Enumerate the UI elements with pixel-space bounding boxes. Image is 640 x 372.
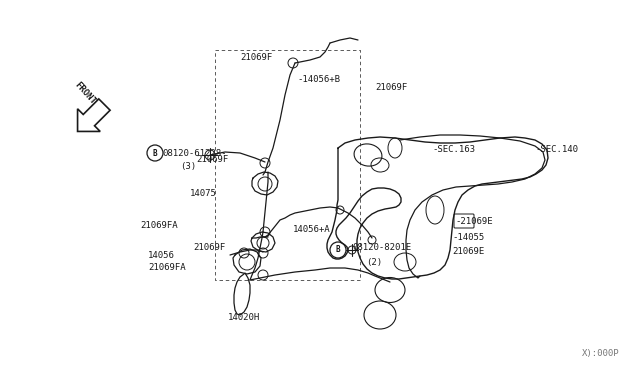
Text: (2): (2) xyxy=(366,257,382,266)
Text: 21069E: 21069E xyxy=(452,247,484,257)
Text: 21069F: 21069F xyxy=(375,83,407,93)
Text: -21069E: -21069E xyxy=(455,218,493,227)
Text: X):000P: X):000P xyxy=(582,349,620,358)
Text: 14020H: 14020H xyxy=(228,314,260,323)
Text: FRONT: FRONT xyxy=(73,80,97,106)
Text: 21069FA: 21069FA xyxy=(148,263,186,273)
Text: 21069F: 21069F xyxy=(196,155,228,164)
Text: 21069F: 21069F xyxy=(240,52,272,61)
Text: 08120-61228-: 08120-61228- xyxy=(162,148,227,157)
Text: 14075: 14075 xyxy=(190,189,217,198)
Text: -SEC.140: -SEC.140 xyxy=(535,145,578,154)
Text: -14056+B: -14056+B xyxy=(297,76,340,84)
Text: -14055: -14055 xyxy=(452,234,484,243)
Text: 08120-8201E: 08120-8201E xyxy=(352,244,411,253)
Circle shape xyxy=(147,145,163,161)
Text: -SEC.163: -SEC.163 xyxy=(432,145,475,154)
Text: 14056: 14056 xyxy=(148,251,175,260)
Circle shape xyxy=(330,242,346,258)
Text: 21069F: 21069F xyxy=(193,244,225,253)
Text: (3): (3) xyxy=(180,163,196,171)
Text: B: B xyxy=(153,148,157,157)
Text: 14056+A: 14056+A xyxy=(293,225,331,234)
Text: 21069FA: 21069FA xyxy=(140,221,178,230)
Text: B: B xyxy=(336,246,340,254)
